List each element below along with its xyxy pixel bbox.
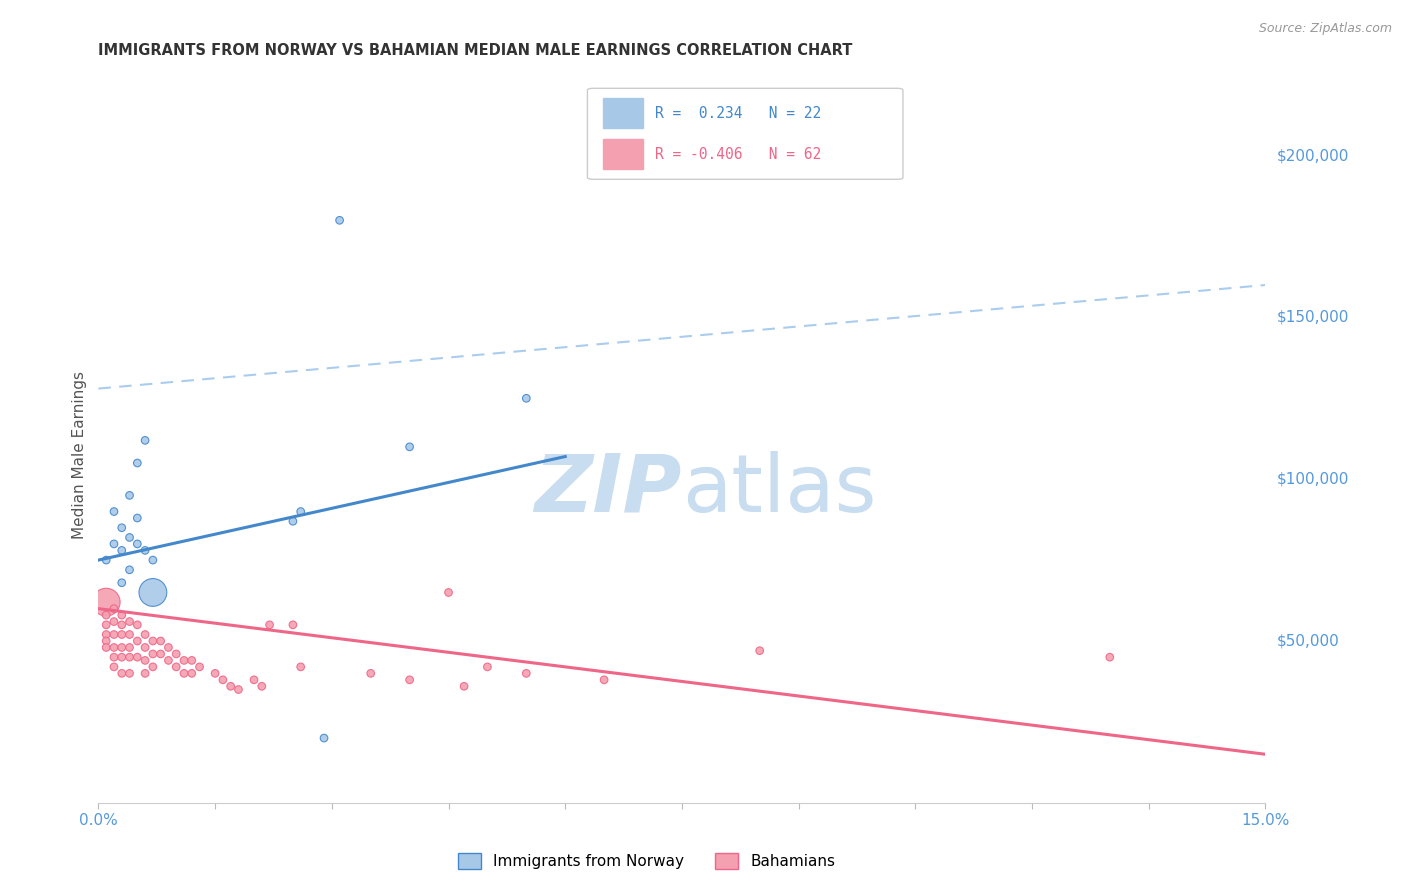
Point [96, 627, 118, 641]
Point [118, 615, 141, 629]
Text: Source: ZipAtlas.com: Source: ZipAtlas.com [1258, 22, 1392, 36]
Point [96, 640, 118, 655]
Point [134, 434, 156, 448]
Text: IMMIGRANTS FROM NORWAY VS BAHAMIAN MEDIAN MALE EARNINGS CORRELATION CHART: IMMIGRANTS FROM NORWAY VS BAHAMIAN MEDIA… [98, 43, 853, 58]
Text: $100,000: $100,000 [1277, 472, 1348, 487]
Point [134, 653, 156, 667]
Point [111, 650, 134, 665]
Point [118, 650, 141, 665]
Point [142, 553, 165, 567]
Point [157, 653, 180, 667]
Point [204, 666, 226, 681]
Point [180, 666, 202, 681]
Point [127, 511, 149, 525]
Point [329, 213, 352, 227]
Point [212, 673, 235, 687]
Bar [603, 139, 643, 169]
Text: $200,000: $200,000 [1277, 148, 1348, 163]
Point [127, 634, 149, 648]
Text: $50,000: $50,000 [1277, 633, 1340, 648]
Point [103, 660, 125, 674]
Point [118, 488, 141, 502]
Point [134, 640, 156, 655]
Text: atlas: atlas [682, 450, 876, 529]
Point [118, 640, 141, 655]
Point [134, 543, 156, 558]
Point [250, 679, 273, 693]
Point [165, 660, 187, 674]
Point [453, 679, 475, 693]
Point [398, 673, 420, 687]
Point [142, 585, 165, 599]
Point [157, 640, 180, 655]
Point [127, 650, 149, 665]
Point [111, 543, 134, 558]
Point [111, 608, 134, 623]
Point [118, 627, 141, 641]
Point [228, 682, 250, 697]
Point [96, 553, 118, 567]
Text: R = -0.406   N = 62: R = -0.406 N = 62 [655, 147, 821, 161]
Point [290, 660, 312, 674]
Point [111, 666, 134, 681]
Point [96, 595, 118, 609]
Point [142, 660, 165, 674]
Point [111, 627, 134, 641]
Point [118, 666, 141, 681]
Y-axis label: Median Male Earnings: Median Male Earnings [72, 371, 87, 539]
Point [103, 627, 125, 641]
Point [477, 660, 499, 674]
Point [111, 575, 134, 590]
Point [142, 634, 165, 648]
Point [118, 531, 141, 545]
Point [142, 647, 165, 661]
Point [111, 617, 134, 632]
Text: ZIP: ZIP [534, 450, 682, 529]
Point [134, 666, 156, 681]
Legend: Immigrants from Norway, Bahamians: Immigrants from Norway, Bahamians [453, 847, 841, 875]
Text: R =  0.234   N = 22: R = 0.234 N = 22 [655, 106, 821, 120]
Point [96, 608, 118, 623]
Point [173, 666, 195, 681]
Point [103, 504, 125, 518]
Point [127, 537, 149, 551]
Point [437, 585, 460, 599]
Point [127, 617, 149, 632]
Point [173, 653, 195, 667]
Point [103, 537, 125, 551]
Point [127, 456, 149, 470]
Point [103, 640, 125, 655]
Point [103, 615, 125, 629]
Point [515, 392, 537, 406]
Point [111, 521, 134, 535]
Bar [603, 98, 643, 128]
Point [290, 504, 312, 518]
Point [149, 647, 172, 661]
Point [1098, 650, 1121, 665]
Point [398, 440, 420, 454]
Point [134, 627, 156, 641]
Point [103, 601, 125, 615]
Point [360, 666, 382, 681]
Point [243, 673, 266, 687]
FancyBboxPatch shape [588, 88, 903, 179]
Point [219, 679, 242, 693]
Point [96, 617, 118, 632]
Point [259, 617, 281, 632]
Point [748, 643, 770, 657]
Point [111, 640, 134, 655]
Point [281, 617, 304, 632]
Point [96, 634, 118, 648]
Point [180, 653, 202, 667]
Point [312, 731, 335, 745]
Text: $150,000: $150,000 [1277, 310, 1348, 325]
Point [149, 634, 172, 648]
Point [593, 673, 616, 687]
Point [188, 660, 211, 674]
Point [103, 650, 125, 665]
Point [165, 647, 187, 661]
Point [515, 666, 537, 681]
Point [118, 563, 141, 577]
Point [281, 514, 304, 528]
